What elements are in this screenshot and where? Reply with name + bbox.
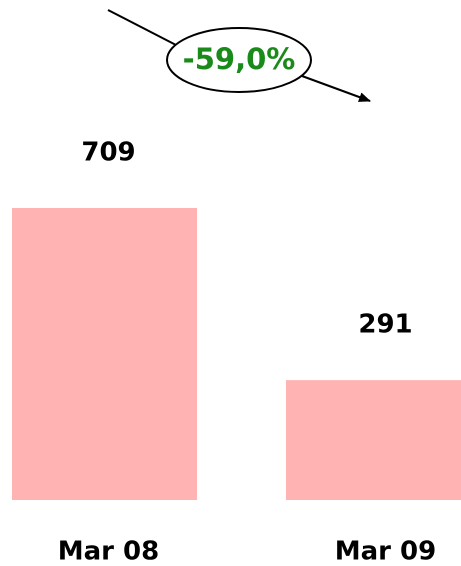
annotation: -59,0% bbox=[183, 42, 296, 76]
bar bbox=[12, 208, 197, 500]
trend-arrow bbox=[301, 75, 371, 102]
value-label: 709 bbox=[81, 138, 135, 168]
x-tick-label: Mar 09 bbox=[335, 537, 436, 566]
bar bbox=[286, 380, 461, 500]
x-tick-label: Mar 08 bbox=[58, 537, 159, 566]
value-label: 291 bbox=[358, 310, 412, 340]
annotation-ellipse bbox=[166, 27, 312, 93]
trend-line bbox=[107, 9, 177, 46]
